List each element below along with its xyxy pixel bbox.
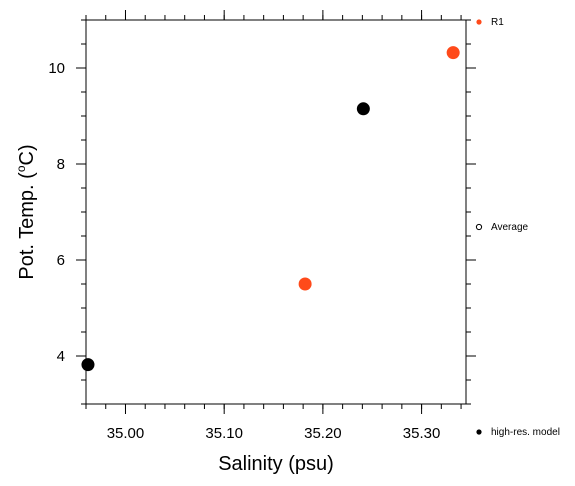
plot-frame <box>85 19 467 405</box>
data-point-r1 <box>446 46 460 60</box>
x-tick-label: 35.20 <box>304 425 342 442</box>
y-axis-title-end: C) <box>16 144 38 165</box>
y-tick-label: 6 <box>57 252 65 269</box>
data-points <box>81 46 460 372</box>
x-tick-label: 35.30 <box>403 425 441 442</box>
y-tick-label: 10 <box>48 60 65 77</box>
x-tick-labels: 35.00 35.10 35.20 35.30 <box>107 425 441 442</box>
legend-marker-average <box>475 223 483 231</box>
axis-ticks <box>76 10 476 414</box>
y-tick-label: 8 <box>57 156 65 173</box>
legend-marker-r1 <box>476 19 482 25</box>
x-tick-label: 35.10 <box>205 425 243 442</box>
legend-marker-high-res-model <box>476 429 482 435</box>
x-axis-title: Salinity (psu) <box>218 453 334 475</box>
data-point-r1 <box>298 277 312 291</box>
legend-label-high-res-model: high-res. model <box>491 427 560 438</box>
y-tick-labels: 4 6 8 10 <box>48 60 65 365</box>
y-axis-title-main: Pot. Temp. ( <box>16 172 38 280</box>
data-point-high-res-model <box>356 102 370 116</box>
y-axis-title-superscript: o <box>14 165 28 172</box>
data-point-high-res-model <box>81 358 95 372</box>
legend-label-average: Average <box>491 222 529 233</box>
legend: R1 Average high-res. model <box>475 17 560 438</box>
y-axis-title: Pot. Temp. (oC) <box>14 144 38 279</box>
legend-label-r1: R1 <box>491 17 504 28</box>
y-tick-label: 4 <box>57 348 65 365</box>
x-tick-label: 35.00 <box>107 425 145 442</box>
